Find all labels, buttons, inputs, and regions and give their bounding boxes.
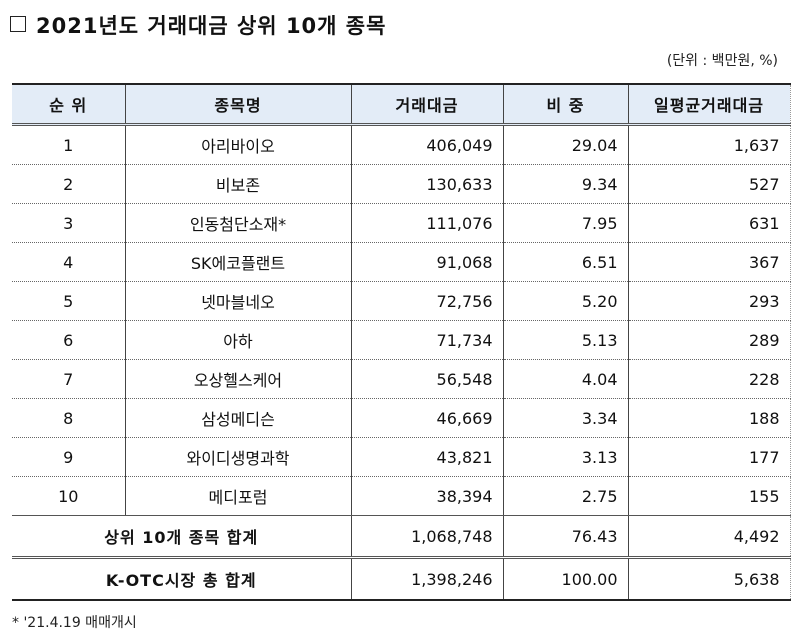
top10-total-daily-avg: 4,492	[627, 515, 791, 559]
daily-avg-cell: 155	[627, 476, 791, 516]
name-cell: 오상헬스케어	[124, 359, 352, 399]
header-daily-avg: 일평균거래대금	[627, 83, 791, 126]
share-cell: 9.34	[502, 164, 629, 204]
rank-cell: 9	[12, 437, 126, 477]
market-total-row: K-OTC시장 총 합계 1,398,246 100.00 5,638	[12, 557, 791, 601]
share-cell: 4.04	[502, 359, 629, 399]
rank-cell: 7	[12, 359, 126, 399]
share-cell: 3.13	[502, 437, 629, 477]
amount-cell: 406,049	[350, 124, 504, 165]
trading-volume-table: 순 위 종목명 거래대금 비 중 일평균거래대금 1 아리바이오 406,049 29…	[12, 83, 791, 601]
header-name: 종목명	[124, 83, 352, 126]
share-cell: 5.20	[502, 281, 629, 321]
table-row: 1 아리바이오 406,049 29.04 1,637	[12, 124, 791, 165]
name-cell: 와이디생명과학	[124, 437, 352, 477]
top10-total-share: 76.43	[502, 515, 629, 559]
name-cell: 인동첨단소재*	[124, 203, 352, 243]
footnote: * '21.4.19 매매개시	[12, 615, 137, 631]
top10-total-amount: 1,068,748	[350, 515, 504, 559]
market-total-label: K-OTC시장 총 합계	[12, 557, 352, 601]
rank-cell: 2	[12, 164, 126, 204]
amount-cell: 111,076	[350, 203, 504, 243]
daily-avg-cell: 1,637	[627, 124, 791, 165]
market-total-amount: 1,398,246	[350, 557, 504, 601]
amount-cell: 72,756	[350, 281, 504, 321]
name-cell: 삼성메디슨	[124, 398, 352, 438]
amount-cell: 46,669	[350, 398, 504, 438]
table-row: 5 넷마블네오 72,756 5.20 293	[12, 281, 791, 321]
unit-note: (단위 : 백만원, %)	[666, 53, 778, 69]
table-row: 8 삼성메디슨 46,669 3.34 188	[12, 398, 791, 438]
rank-cell: 4	[12, 242, 126, 282]
top10-total-label: 상위 10개 종목 합계	[12, 515, 352, 559]
name-cell: SK에코플랜트	[124, 242, 352, 282]
table-row: 3 인동첨단소재* 111,076 7.95 631	[12, 203, 791, 243]
daily-avg-cell: 177	[627, 437, 791, 477]
page-title: 2021년도 거래대금 상위 10개 종목	[10, 10, 386, 40]
square-bullet-icon	[10, 16, 26, 32]
top10-total-row: 상위 10개 종목 합계 1,068,748 76.43 4,492	[12, 515, 791, 559]
share-cell: 5.13	[502, 320, 629, 360]
table-row: 4 SK에코플랜트 91,068 6.51 367	[12, 242, 791, 282]
market-total-daily-avg: 5,638	[627, 557, 791, 601]
daily-avg-cell: 293	[627, 281, 791, 321]
name-cell: 아리바이오	[124, 124, 352, 165]
amount-cell: 130,633	[350, 164, 504, 204]
rank-cell: 8	[12, 398, 126, 438]
daily-avg-cell: 367	[627, 242, 791, 282]
rank-cell: 10	[12, 476, 126, 516]
share-cell: 2.75	[502, 476, 629, 516]
market-total-share: 100.00	[502, 557, 629, 601]
table-header-row: 순 위 종목명 거래대금 비 중 일평균거래대금	[12, 83, 791, 126]
daily-avg-cell: 188	[627, 398, 791, 438]
title-text: 2021년도 거래대금 상위 10개 종목	[36, 14, 387, 38]
daily-avg-cell: 228	[627, 359, 791, 399]
rank-cell: 3	[12, 203, 126, 243]
table-row: 7 오상헬스케어 56,548 4.04 228	[12, 359, 791, 399]
daily-avg-cell: 527	[627, 164, 791, 204]
name-cell: 아하	[124, 320, 352, 360]
table-row: 9 와이디생명과학 43,821 3.13 177	[12, 437, 791, 477]
rank-cell: 6	[12, 320, 126, 360]
header-rank: 순 위	[12, 83, 126, 126]
name-cell: 비보존	[124, 164, 352, 204]
name-cell: 메디포럼	[124, 476, 352, 516]
amount-cell: 71,734	[350, 320, 504, 360]
amount-cell: 43,821	[350, 437, 504, 477]
share-cell: 3.34	[502, 398, 629, 438]
table-row: 10 메디포럼 38,394 2.75 155	[12, 476, 791, 516]
rank-cell: 5	[12, 281, 126, 321]
header-amount: 거래대금	[350, 83, 504, 126]
share-cell: 7.95	[502, 203, 629, 243]
daily-avg-cell: 289	[627, 320, 791, 360]
table-row: 2 비보존 130,633 9.34 527	[12, 164, 791, 204]
header-share: 비 중	[502, 83, 629, 126]
share-cell: 29.04	[502, 124, 629, 165]
table-row: 6 아하 71,734 5.13 289	[12, 320, 791, 360]
share-cell: 6.51	[502, 242, 629, 282]
amount-cell: 91,068	[350, 242, 504, 282]
amount-cell: 56,548	[350, 359, 504, 399]
name-cell: 넷마블네오	[124, 281, 352, 321]
amount-cell: 38,394	[350, 476, 504, 516]
rank-cell: 1	[12, 124, 126, 165]
daily-avg-cell: 631	[627, 203, 791, 243]
